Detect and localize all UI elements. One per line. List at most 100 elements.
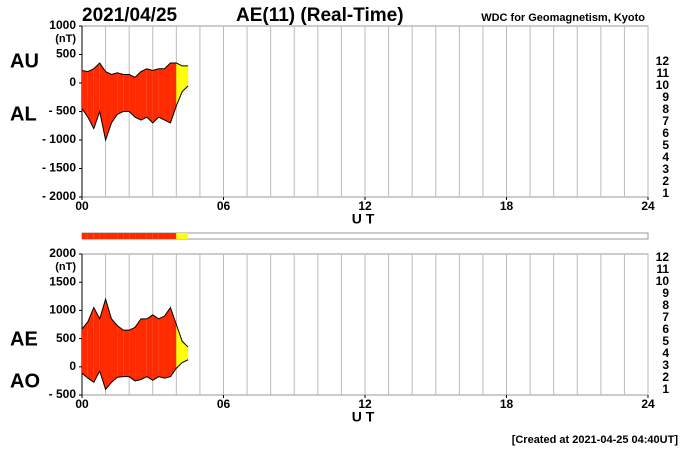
band-segment — [87, 68, 94, 129]
station-strip-segment — [158, 233, 165, 239]
legend-count: 5 — [662, 138, 669, 152]
station-strip-segment — [87, 233, 94, 239]
y-unit: (nT) — [55, 33, 76, 45]
band-segment — [164, 63, 171, 123]
station-strip-segment — [140, 233, 147, 239]
legend-count: 9 — [662, 90, 669, 104]
legend-count: 8 — [662, 298, 669, 312]
legend-count: 5 — [662, 334, 669, 348]
legend-count: 10 — [656, 274, 670, 288]
station-strip-segment — [135, 233, 141, 239]
legend-count: 8 — [662, 102, 669, 116]
x-tick-label: 24 — [641, 397, 655, 411]
index-title: AE(11) (Real-Time) — [236, 5, 404, 26]
station-strip-segment — [82, 233, 88, 239]
station-strip-segment — [117, 233, 124, 239]
legend-count: 11 — [656, 66, 669, 80]
legend-count: 10 — [656, 78, 670, 92]
y-tick-label: 0 — [69, 359, 76, 373]
legend-count: 11 — [656, 262, 669, 276]
x-axis-label: U T — [352, 409, 375, 425]
source-label: WDC for Geomagnetism, Kyoto — [481, 12, 645, 24]
x-tick-label: 12 — [358, 199, 372, 213]
band-segment — [140, 68, 147, 121]
series-name: AE — [10, 328, 38, 350]
band-segment — [117, 72, 124, 115]
series-line — [81, 62, 189, 78]
y-unit: (nT) — [55, 261, 76, 273]
y-tick-label: - 500 — [49, 387, 77, 401]
y-tick-label: 1000 — [49, 18, 76, 32]
x-tick-label: 18 — [500, 397, 514, 411]
legend-count: 3 — [662, 162, 669, 176]
band-segment — [158, 68, 165, 121]
legend-count: 12 — [656, 250, 670, 264]
date-title: 2021/04/25 — [82, 5, 178, 26]
band-segment — [82, 70, 88, 118]
created-label: [Created at 2021-04-25 04:40UT] — [512, 434, 679, 446]
band-segment — [99, 63, 106, 140]
band-segment — [93, 307, 100, 383]
band-segment — [182, 341, 189, 363]
band-segment — [182, 65, 189, 92]
x-tick-label: 24 — [641, 199, 655, 213]
legend-count: 1 — [662, 382, 669, 396]
x-tick-label: 12 — [358, 397, 372, 411]
band-segment — [93, 63, 100, 129]
station-strip-segment — [123, 233, 130, 239]
band-segment — [135, 318, 141, 381]
y-tick-label: - 500 — [49, 104, 77, 118]
band-segment — [117, 325, 124, 378]
series-line — [81, 297, 189, 348]
station-strip-segment — [99, 233, 106, 239]
band-segment — [164, 307, 171, 379]
station-strip-segment — [93, 233, 100, 239]
legend-count: 9 — [662, 286, 669, 300]
legend-count: 7 — [662, 114, 669, 128]
legend-count: 1 — [662, 186, 669, 200]
band-segment — [111, 318, 118, 383]
station-strip-segment — [170, 233, 177, 239]
x-tick-label: 00 — [75, 397, 89, 411]
station-strip-segment — [182, 233, 189, 239]
x-axis-label: U T — [352, 211, 375, 227]
band-segment — [123, 74, 130, 112]
station-strip-segment — [152, 233, 159, 239]
series-line — [81, 359, 189, 391]
band-segment — [111, 72, 118, 123]
y-tick-label: 1000 — [49, 303, 76, 317]
y-tick-label: 0 — [69, 75, 76, 89]
legend-count: 3 — [662, 358, 669, 372]
station-strip-segment — [146, 233, 153, 239]
station-strip-segment — [176, 233, 183, 239]
x-tick-label: 00 — [75, 199, 89, 213]
band-segment — [146, 314, 153, 381]
legend-count: 2 — [662, 370, 669, 384]
band-segment — [129, 327, 136, 381]
band-segment — [135, 71, 141, 121]
band-segment — [105, 299, 112, 390]
legend-count: 4 — [662, 150, 669, 164]
band-segment — [87, 307, 94, 383]
y-tick-label: - 2000 — [42, 189, 76, 203]
x-tick-label: 06 — [217, 397, 231, 411]
band-segment — [170, 307, 177, 377]
y-tick-label: - 1500 — [42, 161, 76, 175]
legend-count: 6 — [662, 322, 669, 336]
band-segment — [146, 68, 153, 123]
legend-count: 12 — [656, 54, 670, 68]
band-segment — [152, 68, 159, 123]
y-tick-label: 500 — [56, 47, 76, 61]
band-segment — [176, 63, 183, 106]
band-segment — [82, 321, 88, 379]
legend-count: 6 — [662, 126, 669, 140]
band-segment — [176, 324, 183, 369]
legend-count: 2 — [662, 174, 669, 188]
band-segment — [99, 299, 106, 390]
series-name: AL — [10, 103, 37, 125]
band-segment — [140, 318, 147, 380]
band-segment — [123, 330, 130, 377]
series-line — [81, 85, 189, 142]
series-name: AO — [10, 370, 40, 392]
